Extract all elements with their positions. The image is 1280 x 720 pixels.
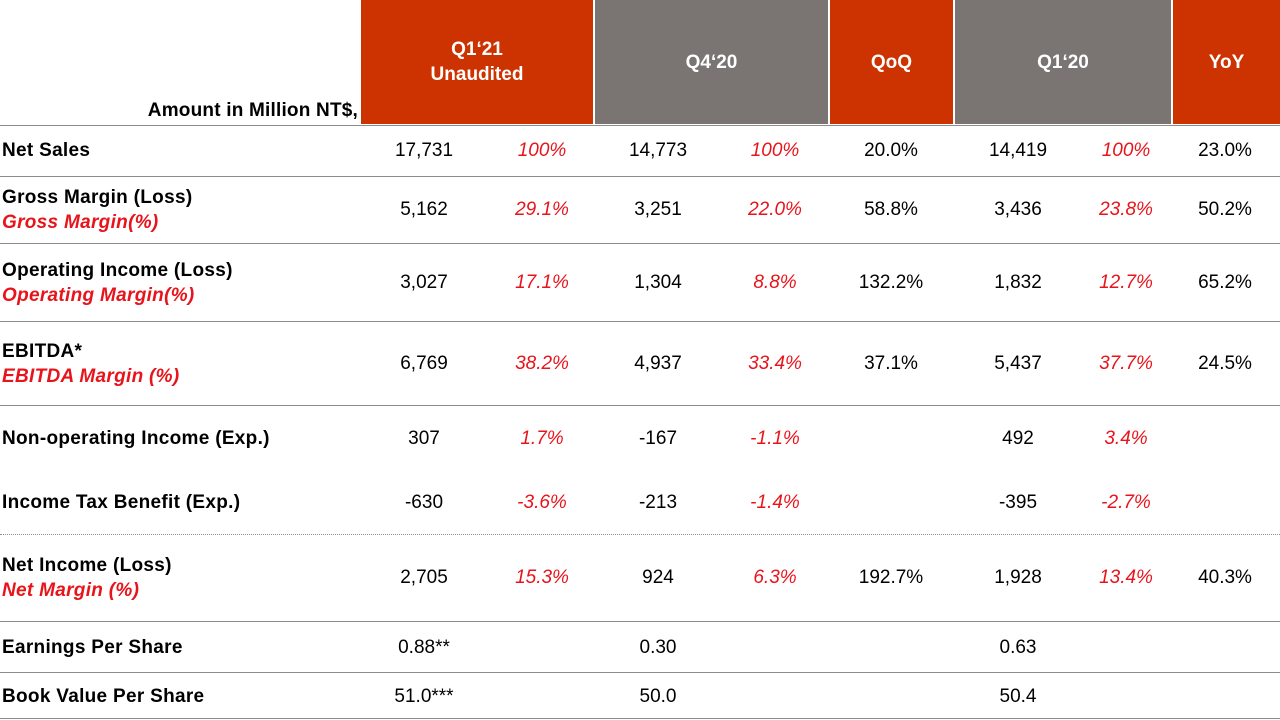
cell-q4-20: 3,251 xyxy=(634,199,682,220)
row-divider xyxy=(0,405,1280,406)
header-qoq-label: QoQ xyxy=(870,51,913,73)
cell-q1-20: 3,436 xyxy=(994,199,1042,220)
row-divider xyxy=(0,621,1280,622)
cell-q1-20: 0.63 xyxy=(999,637,1037,658)
cell-q4-20-pct: 8.8% xyxy=(753,272,797,293)
cell-q1-20-pct: 3.4% xyxy=(1104,428,1148,449)
row-divider xyxy=(0,125,1280,126)
row-divider-dotted xyxy=(0,534,1280,535)
row-label: Income Tax Benefit (Exp.) xyxy=(2,492,241,513)
cell-qoq: 37.1% xyxy=(864,353,918,374)
header-q1-21: Q1‘21 Unaudited xyxy=(361,0,593,124)
cell-yoy: 65.2% xyxy=(1198,272,1252,293)
cell-q1-20: 50.4 xyxy=(999,686,1037,707)
cell-qoq: 192.7% xyxy=(858,567,924,588)
row-label: Operating Income (Loss) Operating Margin… xyxy=(2,258,233,308)
row-label-sub: Gross Margin(%) xyxy=(2,212,159,233)
cell-q4-20-pct: 33.4% xyxy=(748,353,802,374)
cell-q1-20-pct: 37.7% xyxy=(1099,353,1153,374)
cell-q1-21: 0.88** xyxy=(398,637,450,658)
cell-q1-20-pct: 23.8% xyxy=(1099,199,1153,220)
row-label-main: Operating Income (Loss) xyxy=(2,260,233,281)
cell-qoq: 132.2% xyxy=(858,272,924,293)
cell-q1-20: 5,437 xyxy=(994,353,1042,374)
cell-q1-21-pct: 15.3% xyxy=(515,567,569,588)
cell-q1-21: 17,731 xyxy=(394,140,454,161)
row-divider xyxy=(0,672,1280,673)
row-divider xyxy=(0,176,1280,177)
row-label-sub: EBITDA Margin (%) xyxy=(2,366,180,387)
cell-q4-20-pct: -1.1% xyxy=(750,428,800,449)
cell-q1-20: -395 xyxy=(998,492,1038,513)
amount-unit-label: Amount in Million NT$, xyxy=(147,100,358,121)
cell-q1-20: 1,928 xyxy=(994,567,1042,588)
cell-q1-21: 51.0*** xyxy=(394,686,454,707)
cell-yoy: 50.2% xyxy=(1198,199,1252,220)
cell-q1-21-pct: 100% xyxy=(517,140,567,161)
row-label-main: EBITDA* xyxy=(2,341,83,362)
header-q1-21-period: Q1‘21 xyxy=(451,39,503,60)
cell-q1-20-pct: 100% xyxy=(1101,140,1151,161)
cell-qoq: 58.8% xyxy=(864,199,918,220)
cell-q1-21: 6,769 xyxy=(400,353,448,374)
cell-q1-20-pct: 13.4% xyxy=(1099,567,1153,588)
header-q1-20: Q1‘20 xyxy=(955,0,1171,124)
cell-q4-20: 50.0 xyxy=(639,686,677,707)
header-yoy: YoY xyxy=(1173,0,1280,124)
cell-q4-20-pct: 22.0% xyxy=(748,199,802,220)
row-label-main: Net Income (Loss) xyxy=(2,555,172,576)
cell-q4-20: -213 xyxy=(638,492,678,513)
cell-q1-20-pct: -2.7% xyxy=(1101,492,1151,513)
cell-q1-21-pct: 38.2% xyxy=(515,353,569,374)
cell-q4-20-pct: 6.3% xyxy=(753,567,797,588)
row-divider xyxy=(0,243,1280,244)
cell-yoy: 40.3% xyxy=(1198,567,1252,588)
header-q1-21-status: Unaudited xyxy=(430,64,524,85)
cell-q1-21-pct: 29.1% xyxy=(515,199,569,220)
header-qoq: QoQ xyxy=(830,0,953,124)
row-label: Earnings Per Share xyxy=(2,637,183,658)
row-label: Book Value Per Share xyxy=(2,686,205,707)
cell-q1-20: 14,419 xyxy=(988,140,1048,161)
cell-q4-20: 4,937 xyxy=(634,353,682,374)
cell-q1-21-pct: -3.6% xyxy=(517,492,567,513)
header-yoy-label: YoY xyxy=(1208,51,1245,73)
row-label: Non-operating Income (Exp.) xyxy=(2,428,270,449)
cell-yoy: 24.5% xyxy=(1198,353,1252,374)
cell-q4-20: 0.30 xyxy=(639,637,677,658)
cell-yoy: 23.0% xyxy=(1198,140,1252,161)
cell-qoq: 20.0% xyxy=(864,140,918,161)
row-label: EBITDA* EBITDA Margin (%) xyxy=(2,339,180,389)
cell-q4-20: -167 xyxy=(638,428,678,449)
cell-q1-21: -630 xyxy=(404,492,444,513)
cell-q1-20: 1,832 xyxy=(994,272,1042,293)
row-label: Gross Margin (Loss) Gross Margin(%) xyxy=(2,185,192,235)
row-label-sub: Operating Margin(%) xyxy=(2,285,195,306)
header-q4-20-label: Q4‘20 xyxy=(685,51,738,73)
cell-q1-21: 3,027 xyxy=(400,272,448,293)
row-label-main: Gross Margin (Loss) xyxy=(2,187,193,208)
cell-q4-20-pct: -1.4% xyxy=(750,492,800,513)
cell-q1-21: 307 xyxy=(408,428,440,449)
cell-q1-20: 492 xyxy=(1002,428,1034,449)
cell-q1-21: 5,162 xyxy=(400,199,448,220)
cell-q4-20: 1,304 xyxy=(634,272,682,293)
cell-q4-20: 14,773 xyxy=(628,140,688,161)
row-label: Net Income (Loss) Net Margin (%) xyxy=(2,553,172,603)
cell-q1-20-pct: 12.7% xyxy=(1099,272,1153,293)
cell-q4-20: 924 xyxy=(642,567,674,588)
header-q1-20-label: Q1‘20 xyxy=(1037,51,1089,73)
cell-q1-21-pct: 1.7% xyxy=(520,428,564,449)
header-q4-20: Q4‘20 xyxy=(595,0,828,124)
row-label-sub: Net Margin (%) xyxy=(2,580,140,601)
row-divider xyxy=(0,321,1280,322)
cell-q1-21-pct: 17.1% xyxy=(515,272,569,293)
row-divider xyxy=(0,718,1280,719)
cell-q1-21: 2,705 xyxy=(400,567,448,588)
row-label: Net Sales xyxy=(2,140,91,161)
cell-q4-20-pct: 100% xyxy=(750,140,800,161)
